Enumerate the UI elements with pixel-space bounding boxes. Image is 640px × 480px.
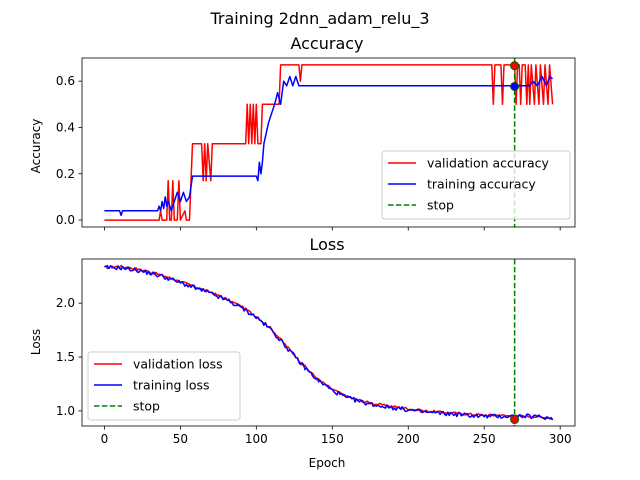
accuracy-legend-box <box>381 150 571 220</box>
loss-xtick-label-300: 300 <box>549 432 572 446</box>
loss-stop-marker-0 <box>510 415 520 425</box>
loss-xtick-label-150: 150 <box>321 432 344 446</box>
loss-axes-ylabel: Loss <box>29 329 43 355</box>
accuracy-ytick-label-0.2: 0.2 <box>56 167 75 181</box>
loss-frame <box>81 258 576 427</box>
accuracy-axes-ylabel: Accuracy <box>29 119 43 174</box>
loss-legend-label-stop: stop <box>133 399 160 414</box>
loss-axes: Loss Loss Epoch 0 50 100 150 200 250 300 1.0 1.5… <box>29 235 576 470</box>
figure-suptitle: Training 2dnn_adam_relu_3 <box>209 9 429 29</box>
loss-xtick-label-100: 100 <box>245 432 268 446</box>
loss-ytick-label-2.0: 2.0 <box>56 296 75 310</box>
loss-xtick-label-50: 50 <box>173 432 188 446</box>
accuracy-axes: Accuracy Accuracy 0.0 0.2 0.4 0.6 validation… <box>29 34 576 231</box>
loss-ytick-label-1.0: 1.0 <box>56 404 75 418</box>
accuracy-ytick-label-0.4: 0.4 <box>56 120 75 134</box>
loss-axes-title: Loss <box>309 235 344 254</box>
loss-legend: validation loss training loss stop <box>87 351 241 421</box>
loss-xtick-label-0: 0 <box>101 432 109 446</box>
loss-plot-area <box>104 259 554 426</box>
accuracy-axes-title: Accuracy <box>290 34 363 53</box>
accuracy-frame <box>81 57 576 228</box>
loss-xtick-label-200: 200 <box>397 432 420 446</box>
accuracy-ytick-label-0.6: 0.6 <box>56 74 75 88</box>
loss-legend-box <box>87 351 241 421</box>
accuracy-ytick-label-0.0: 0.0 <box>56 213 75 227</box>
accuracy-legend: validation accuracy training accuracy stop <box>381 150 571 220</box>
accuracy-legend-label-stop: stop <box>427 198 454 213</box>
loss-legend-label-training-loss: training loss <box>133 378 210 393</box>
accuracy-legend-label-training-accuracy: training accuracy <box>427 177 536 192</box>
accuracy-legend-label-validation-accuracy: validation accuracy <box>427 156 550 171</box>
accuracy-series-validation-accuracy <box>104 64 554 221</box>
loss-legend-label-validation-loss: validation loss <box>133 357 223 372</box>
loss-ytick-label-1.5: 1.5 <box>56 350 75 364</box>
loss-xtick-label-250: 250 <box>473 432 496 446</box>
loss-axes-xlabel: Epoch <box>309 456 346 470</box>
accuracy-stop-marker-1 <box>510 81 520 91</box>
loss-series-training-loss <box>104 264 554 421</box>
accuracy-stop-marker-0 <box>510 61 520 71</box>
